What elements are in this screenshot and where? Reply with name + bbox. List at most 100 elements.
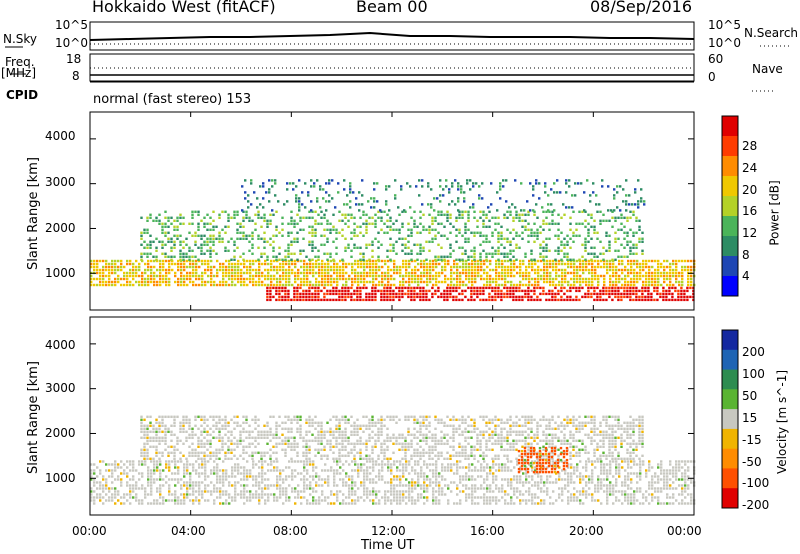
power-cell [506, 240, 509, 243]
power-cell [147, 262, 150, 266]
power-cell [284, 295, 287, 299]
power-cell [530, 298, 533, 302]
power-cell [575, 289, 578, 293]
power-cb-tick-8: 8 [742, 248, 750, 262]
power-cell [299, 216, 302, 219]
power-cell [314, 246, 317, 249]
power-cell [320, 216, 323, 219]
power-cell [423, 268, 426, 272]
power-cell [164, 231, 167, 234]
power-cell [105, 265, 108, 269]
velocity-cell [537, 472, 540, 475]
velocity-cell [126, 481, 129, 484]
power-cell [589, 194, 592, 197]
velocity-cell [99, 487, 102, 490]
power-cell [524, 228, 527, 231]
velocity-cell [276, 487, 279, 490]
velocity-cell [213, 499, 216, 502]
velocity-cell [201, 493, 204, 496]
power-cell [426, 277, 429, 281]
velocity-cell [168, 490, 171, 493]
power-cell [228, 271, 231, 275]
velocity-cell [129, 487, 132, 490]
velocity-cell [366, 487, 369, 490]
power-cell [356, 298, 359, 302]
power-cell [249, 274, 252, 278]
velocity-cell [624, 499, 627, 502]
velocity-cell [486, 463, 489, 466]
velocity-cell [438, 472, 441, 475]
power-cell [435, 283, 438, 287]
power-cell [647, 286, 650, 290]
power-cell [117, 259, 120, 263]
power-cell [300, 259, 303, 263]
velocity-cell [615, 463, 618, 466]
power-cell [414, 277, 417, 281]
power-cell [441, 265, 444, 269]
power-cell [297, 268, 300, 272]
velocity-cell [504, 478, 507, 481]
power-cell [269, 289, 272, 293]
power-cell [341, 213, 344, 216]
velocity-cell [291, 460, 294, 463]
power-cell [381, 277, 384, 281]
power-cell [249, 280, 252, 284]
power-cell [204, 283, 207, 287]
velocity-cell [441, 490, 444, 493]
power-cell [598, 203, 601, 206]
power-cell [257, 258, 260, 261]
velocity-cell [177, 499, 180, 502]
nsearch-label: N.Search [744, 26, 799, 40]
velocity-cell [450, 466, 453, 469]
velocity-cell [372, 487, 375, 490]
power-cell [347, 219, 350, 222]
power-cell [244, 179, 247, 182]
power-cell [428, 298, 431, 302]
velocity-cell [339, 490, 342, 493]
power-cell [450, 274, 453, 278]
velocity-cell [261, 475, 264, 478]
power-cell [479, 258, 482, 261]
velocity-cell [627, 493, 630, 496]
power-cell [358, 209, 361, 212]
power-cell [675, 262, 678, 266]
power-cell [362, 286, 365, 290]
power-cell [243, 277, 246, 281]
power-cell [155, 219, 158, 222]
velocity-cell [186, 463, 189, 466]
power-cell [543, 280, 546, 284]
velocity-cell [684, 478, 687, 481]
power-cell [191, 222, 194, 225]
power-cell [311, 246, 314, 249]
power-cell [536, 298, 539, 302]
power-cell [474, 271, 477, 275]
power-cell [557, 234, 560, 237]
velocity-cell [360, 496, 363, 499]
velocity-cell [156, 460, 159, 463]
power-cell [168, 271, 171, 275]
power-cell [351, 268, 354, 272]
power-cell [527, 240, 530, 243]
power-cell [470, 249, 473, 252]
power-cell [605, 234, 608, 237]
power-cell [554, 286, 557, 290]
power-cell [610, 209, 613, 212]
velocity-cell [510, 478, 513, 481]
velocity-cell [312, 502, 315, 505]
velocity-cell [285, 499, 288, 502]
power-cell [317, 286, 320, 290]
power-cell [393, 268, 396, 272]
velocity-cell [417, 481, 420, 484]
power-cell [485, 225, 488, 228]
power-cell [504, 265, 507, 269]
power-cell [581, 286, 584, 290]
velocity-cell [582, 502, 585, 505]
power-cell [419, 210, 422, 213]
power-cell [378, 265, 381, 269]
power-cell [501, 274, 504, 278]
power-cell [374, 237, 377, 240]
velocity-cell [390, 502, 393, 505]
power-cell [378, 268, 381, 272]
velocity-cell [516, 481, 519, 484]
power-cell [282, 268, 285, 272]
